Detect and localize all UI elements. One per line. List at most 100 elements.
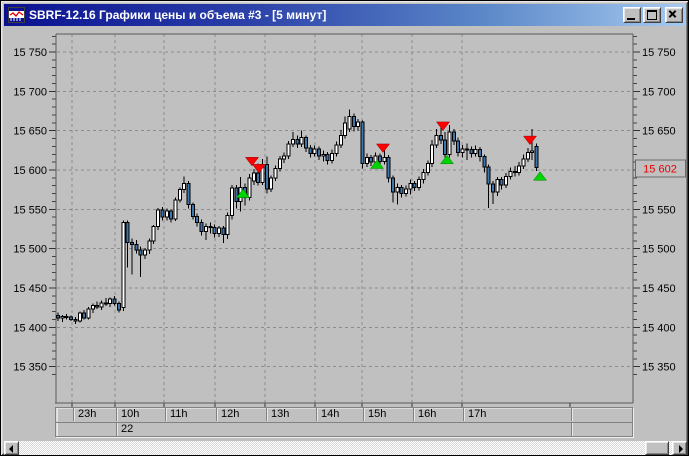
- arrow-right-icon: [679, 445, 683, 453]
- candle: [147, 240, 152, 251]
- date-cell-empty: [57, 423, 116, 436]
- candle: [434, 134, 439, 146]
- y-axis-label-left: 15 700: [13, 86, 47, 98]
- maximize-button[interactable]: [643, 7, 661, 23]
- hour-cell: 12h: [216, 408, 266, 421]
- candle: [234, 187, 239, 202]
- candle: [303, 137, 308, 149]
- candle: [177, 189, 182, 201]
- scrollbar-thumb[interactable]: [645, 441, 669, 455]
- candle: [56, 315, 60, 319]
- candle: [251, 172, 256, 182]
- candle: [90, 304, 95, 310]
- candle: [86, 308, 91, 319]
- candle: [116, 303, 121, 311]
- hour-cell: 11h: [165, 408, 216, 421]
- y-axis-label-right: 15 350: [642, 362, 676, 374]
- candle: [360, 121, 365, 165]
- scroll-left-button[interactable]: [4, 441, 19, 455]
- candle: [138, 249, 143, 256]
- candle: [112, 298, 117, 305]
- candle: [512, 171, 517, 174]
- y-axis-label-right: 15 700: [642, 86, 676, 98]
- candle: [225, 215, 230, 236]
- candle: [121, 222, 126, 309]
- date-cell: 22: [116, 423, 571, 436]
- candle: [504, 175, 509, 186]
- candle: [247, 177, 252, 199]
- candlestick-chart-app-icon: [8, 7, 25, 23]
- y-axis-label-left: 15 650: [13, 126, 47, 138]
- horizontal-scrollbar[interactable]: [4, 441, 687, 455]
- candle: [369, 156, 374, 163]
- candle: [491, 183, 495, 193]
- candle: [317, 148, 321, 157]
- candle: [82, 312, 87, 319]
- candle: [486, 166, 491, 185]
- y-axis-label-right: 15 450: [642, 283, 676, 295]
- candle: [534, 145, 539, 169]
- candle: [199, 222, 204, 232]
- candle: [521, 158, 526, 167]
- candle: [447, 131, 452, 155]
- candle: [430, 144, 435, 165]
- candle: [299, 137, 304, 145]
- candle: [404, 188, 408, 195]
- candle: [460, 148, 465, 154]
- candle: [108, 298, 113, 305]
- candle: [443, 139, 448, 155]
- last-price-value: 15 602: [643, 163, 677, 175]
- last-price-badge: [635, 159, 686, 178]
- candle: [473, 149, 478, 154]
- candle: [417, 178, 422, 188]
- candle: [408, 182, 413, 190]
- candle: [69, 316, 74, 320]
- y-axis-label-right: 15 500: [642, 244, 676, 256]
- x-axis-hours-row: 23h 10h 11h 12h 13h 14h 15h 16h 17h: [56, 408, 632, 423]
- candle: [347, 116, 352, 130]
- candle: [456, 140, 461, 154]
- candle: [221, 227, 226, 236]
- y-axis-label-right: 15 650: [642, 126, 676, 138]
- candle: [60, 315, 65, 319]
- sell-signal-icon: [522, 135, 538, 146]
- hour-cell-empty: [571, 408, 634, 421]
- y-axis-label-right: 15 400: [642, 322, 676, 334]
- arrow-left-icon: [9, 445, 13, 453]
- scroll-right-button[interactable]: [672, 441, 687, 455]
- candle: [325, 153, 330, 162]
- candle: [499, 178, 504, 186]
- candle: [64, 315, 69, 318]
- close-button[interactable]: [665, 7, 683, 23]
- candle: [99, 302, 104, 308]
- sell-signal-icon: [375, 143, 391, 153]
- candle: [390, 177, 395, 193]
- window-title: SBRF-12.16 Графики цены и объема #3 - [5…: [29, 8, 327, 22]
- candle: [477, 149, 482, 158]
- candle: [143, 249, 147, 256]
- candle: [190, 204, 195, 217]
- candle: [230, 187, 234, 217]
- candle: [277, 158, 282, 169]
- candle: [269, 177, 274, 190]
- candle: [525, 152, 530, 160]
- candle: [203, 226, 208, 232]
- minimize-button[interactable]: [623, 7, 641, 23]
- x-axis-strip: 23h 10h 11h 12h 13h 14h 15h 16h 17h 22: [55, 407, 633, 437]
- window-titlebar[interactable]: SBRF-12.16 Графики цены и объема #3 - [5…: [4, 4, 685, 26]
- candle: [338, 134, 343, 146]
- candle: [103, 302, 108, 305]
- candle: [295, 138, 300, 145]
- hour-cell: 15h: [363, 408, 413, 421]
- candle: [343, 122, 348, 136]
- chart-plot-area[interactable]: [56, 34, 633, 403]
- sell-signal-icon: [251, 164, 267, 174]
- y-axis-label-left: 15 500: [13, 244, 47, 256]
- candle: [290, 138, 295, 145]
- candle: [399, 186, 404, 195]
- hour-cell: 16h: [413, 408, 463, 421]
- sell-signal-icon: [244, 157, 260, 167]
- candle: [256, 172, 261, 184]
